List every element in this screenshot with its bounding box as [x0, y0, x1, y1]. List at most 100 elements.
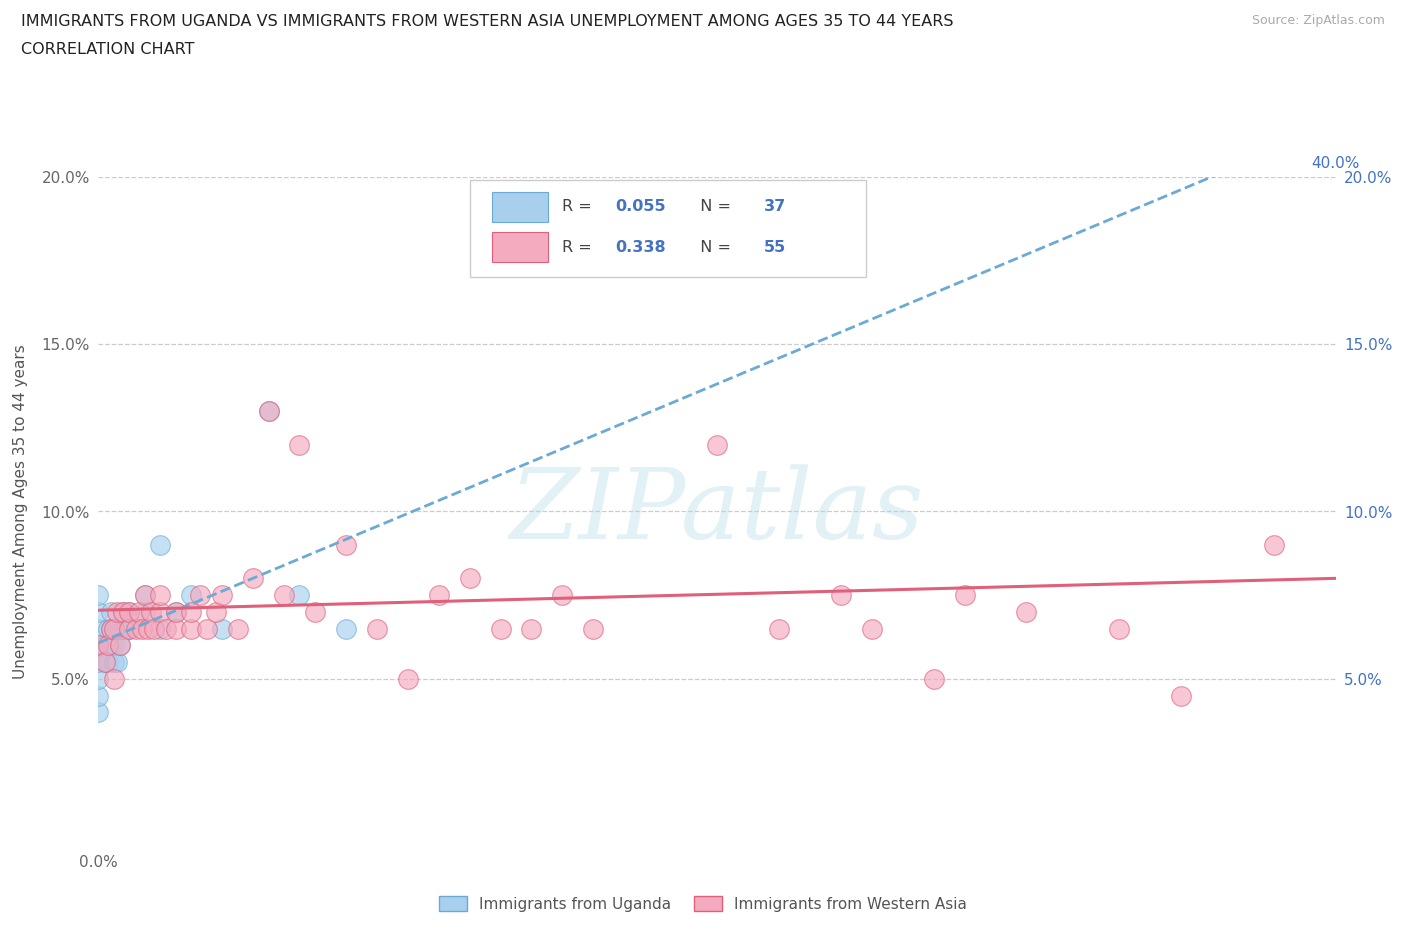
Point — [134, 588, 156, 603]
Point — [118, 621, 141, 636]
Point — [165, 604, 187, 619]
Point — [582, 621, 605, 636]
Point — [257, 404, 280, 418]
Point — [335, 538, 357, 552]
Point — [87, 655, 110, 670]
Text: Source: ZipAtlas.com: Source: ZipAtlas.com — [1251, 14, 1385, 27]
Point — [134, 588, 156, 603]
Point — [103, 671, 125, 686]
Point — [149, 621, 172, 636]
Point — [131, 621, 153, 636]
Point — [105, 621, 128, 636]
Point — [87, 621, 110, 636]
Point — [97, 655, 120, 670]
Point — [103, 621, 125, 636]
Point — [93, 655, 115, 670]
Point — [273, 588, 295, 603]
Point — [1015, 604, 1038, 619]
Point — [288, 588, 311, 603]
Point — [706, 437, 728, 452]
FancyBboxPatch shape — [470, 180, 866, 277]
Point — [1263, 538, 1285, 552]
Point — [830, 588, 852, 603]
Point — [226, 621, 249, 636]
Point — [922, 671, 945, 686]
Text: CORRELATION CHART: CORRELATION CHART — [21, 42, 194, 57]
Point — [211, 588, 233, 603]
Text: IMMIGRANTS FROM UGANDA VS IMMIGRANTS FROM WESTERN ASIA UNEMPLOYMENT AMONG AGES 3: IMMIGRANTS FROM UGANDA VS IMMIGRANTS FRO… — [21, 14, 953, 29]
Point — [100, 621, 122, 636]
Point — [128, 604, 150, 619]
Point — [180, 621, 202, 636]
Point — [242, 571, 264, 586]
Point — [108, 621, 131, 636]
Point — [149, 538, 172, 552]
Point — [180, 604, 202, 619]
Y-axis label: Unemployment Among Ages 35 to 44 years: Unemployment Among Ages 35 to 44 years — [13, 344, 28, 679]
Point — [190, 588, 212, 603]
Point — [97, 621, 120, 636]
Point — [112, 604, 135, 619]
Point — [205, 604, 228, 619]
Point — [87, 705, 110, 720]
Point — [105, 655, 128, 670]
Text: N =: N = — [690, 199, 735, 214]
Point — [139, 604, 162, 619]
Point — [118, 604, 141, 619]
Text: ZIPatlas: ZIPatlas — [510, 464, 924, 559]
Point — [195, 621, 218, 636]
Point — [103, 621, 125, 636]
Point — [87, 638, 110, 653]
Point — [953, 588, 976, 603]
Point — [93, 638, 115, 653]
Text: R =: R = — [562, 199, 598, 214]
Point — [366, 621, 388, 636]
Point — [489, 621, 512, 636]
FancyBboxPatch shape — [492, 192, 547, 222]
Point — [520, 621, 543, 636]
Point — [134, 604, 156, 619]
Point — [1170, 688, 1192, 703]
Point — [427, 588, 450, 603]
Point — [112, 621, 135, 636]
Point — [87, 604, 110, 619]
Point — [87, 671, 110, 686]
Point — [304, 604, 326, 619]
Point — [108, 638, 131, 653]
Point — [143, 621, 166, 636]
Point — [551, 588, 574, 603]
Point — [115, 621, 138, 636]
Point — [257, 404, 280, 418]
Point — [87, 638, 110, 653]
Text: 55: 55 — [763, 240, 786, 255]
Point — [103, 638, 125, 653]
Point — [1108, 621, 1130, 636]
Point — [136, 621, 159, 636]
Point — [155, 621, 177, 636]
Text: R =: R = — [562, 240, 598, 255]
Point — [97, 638, 120, 653]
Text: 0.338: 0.338 — [616, 240, 666, 255]
Point — [105, 604, 128, 619]
Point — [149, 604, 172, 619]
Point — [87, 588, 110, 603]
Point — [100, 638, 122, 653]
Legend: Immigrants from Uganda, Immigrants from Western Asia: Immigrants from Uganda, Immigrants from … — [433, 890, 973, 918]
Point — [288, 437, 311, 452]
Point — [112, 604, 135, 619]
Point — [644, 253, 666, 268]
Point — [458, 571, 481, 586]
Point — [100, 621, 122, 636]
Point — [211, 621, 233, 636]
Point — [165, 604, 187, 619]
Text: N =: N = — [690, 240, 735, 255]
Text: 0.055: 0.055 — [616, 199, 666, 214]
Point — [180, 588, 202, 603]
FancyBboxPatch shape — [492, 232, 547, 262]
Point — [108, 638, 131, 653]
Point — [165, 621, 187, 636]
Point — [124, 621, 146, 636]
Point — [93, 655, 115, 670]
Text: 37: 37 — [763, 199, 786, 214]
Point — [768, 621, 790, 636]
